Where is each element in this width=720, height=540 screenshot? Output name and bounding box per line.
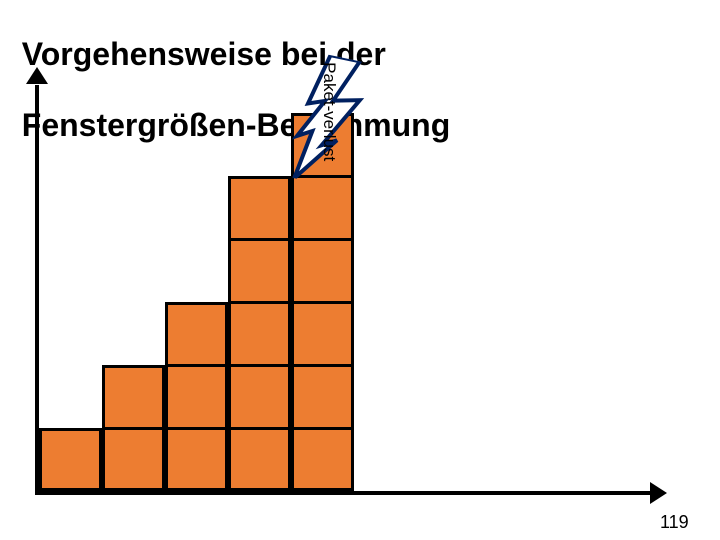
bar-3-divider-1 [228, 427, 291, 430]
slide: { "title": { "line1": "Vorgehensweise be… [0, 0, 720, 540]
bar-0 [39, 428, 102, 491]
bar-2-divider-2 [165, 364, 228, 367]
bar-4-divider-3 [291, 301, 354, 304]
packet-loss-label-line1: Paket- [321, 62, 338, 111]
bar-4-divider-4 [291, 238, 354, 241]
x-axis-arrow [650, 482, 667, 504]
page-number: 119 [660, 512, 689, 533]
x-axis [35, 491, 650, 495]
bar-4-divider-2 [291, 364, 354, 367]
slide-title: Vorgehensweise bei der Fenstergrößen-Bes… [4, 2, 450, 143]
bar-4-divider-1 [291, 427, 354, 430]
bar-1-divider-1 [102, 427, 165, 430]
bar-3-divider-4 [228, 238, 291, 241]
bar-3-divider-3 [228, 301, 291, 304]
bar-2 [165, 302, 228, 491]
packet-loss-label-line2: verlust [321, 111, 338, 161]
packet-loss-label: Paket- verlust [303, 62, 357, 161]
bar-3-divider-2 [228, 364, 291, 367]
bar-3 [228, 176, 291, 491]
bar-2-divider-1 [165, 427, 228, 430]
y-axis-arrow [26, 67, 48, 84]
title-line2: Fenstergrößen-Bestimmung [22, 107, 450, 143]
